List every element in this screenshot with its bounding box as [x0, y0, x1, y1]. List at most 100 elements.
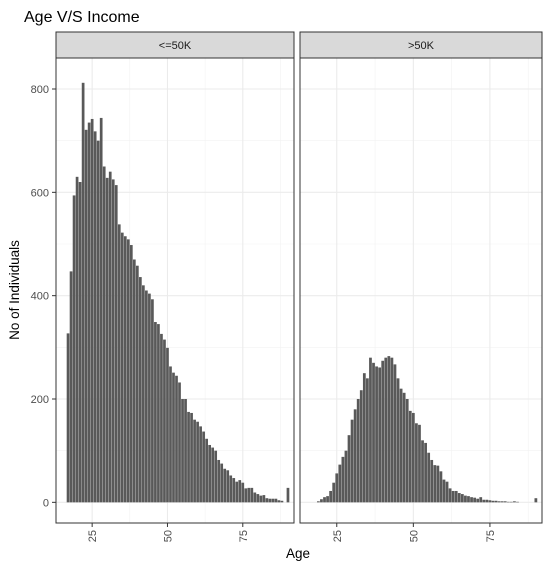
bar: [259, 495, 263, 503]
bar: [142, 285, 145, 503]
bar: [415, 423, 418, 503]
bar: [154, 322, 157, 503]
bar: [102, 166, 106, 503]
bar: [265, 498, 269, 503]
y-tick-label: 200: [31, 394, 49, 406]
bar: [205, 438, 208, 503]
y-tick-label: 600: [31, 187, 49, 199]
y-tick-label: 800: [31, 84, 49, 96]
panel-background: [300, 58, 542, 523]
bar: [178, 382, 181, 503]
bar: [166, 347, 169, 503]
bar: [436, 465, 440, 503]
bar: [163, 339, 166, 503]
bar: [359, 390, 363, 503]
strip-label: <=50K: [159, 40, 192, 52]
bar: [126, 239, 130, 503]
bar: [534, 498, 538, 503]
bar: [341, 456, 345, 503]
bar: [217, 459, 221, 503]
bar: [123, 236, 127, 503]
bar: [473, 497, 476, 503]
bar: [470, 497, 473, 503]
y-axis-title: No of Individuals: [7, 240, 22, 340]
bar: [66, 333, 70, 503]
bar: [424, 442, 427, 503]
bar: [464, 495, 467, 503]
bar: [448, 488, 452, 503]
bar: [262, 495, 266, 503]
bar: [347, 435, 351, 503]
bar: [78, 182, 82, 503]
strip-label: >50K: [408, 40, 435, 52]
bar: [405, 399, 409, 503]
bar: [479, 497, 483, 503]
bar: [117, 224, 121, 503]
bar: [366, 378, 369, 503]
bar: [193, 419, 196, 503]
bar: [99, 117, 103, 503]
x-tick-label: 75: [238, 530, 250, 542]
bar: [157, 324, 160, 503]
x-tick-label: 25: [87, 530, 99, 542]
bar: [332, 482, 336, 503]
panel-bars: [66, 82, 290, 503]
bar: [256, 494, 260, 503]
strip-background: [55, 31, 295, 59]
bar: [93, 131, 97, 503]
x-tick-label: 50: [408, 530, 420, 542]
bar: [317, 501, 320, 503]
bar: [506, 501, 510, 503]
bar: [497, 501, 501, 503]
bar: [280, 500, 284, 503]
bar: [390, 357, 394, 503]
bar: [491, 500, 495, 503]
bar: [320, 499, 323, 503]
bar: [202, 431, 205, 503]
bar: [350, 419, 354, 503]
bar: [145, 290, 148, 503]
bar: [214, 450, 218, 503]
x-tick-label: 25: [332, 530, 344, 542]
bar: [226, 470, 230, 503]
bar: [132, 259, 136, 503]
bar: [396, 378, 400, 503]
bar: [129, 245, 133, 503]
bar: [81, 82, 85, 503]
bar: [175, 375, 178, 503]
chart-title: Age V/S Income: [24, 9, 140, 26]
bar: [277, 500, 281, 503]
bar: [247, 487, 251, 503]
x-tick-label: 75: [485, 530, 497, 542]
bar: [223, 468, 227, 503]
y-axis: 0 200 400 600 800: [31, 84, 56, 509]
bar: [375, 366, 378, 503]
bar: [509, 501, 513, 503]
bar: [369, 357, 372, 503]
bar: [111, 179, 115, 503]
bar: [494, 500, 498, 503]
bar: [353, 409, 357, 503]
bar: [114, 185, 118, 503]
x-axis-ticks: 25 50 75: [332, 523, 497, 542]
bar: [250, 487, 254, 503]
bar: [399, 388, 403, 503]
bar: [120, 232, 124, 503]
bar: [235, 481, 239, 503]
bar: [244, 488, 248, 503]
bar: [476, 498, 480, 503]
bar: [338, 464, 342, 503]
panel-bars: [317, 356, 538, 503]
bar: [411, 412, 415, 503]
bar: [211, 447, 215, 503]
bar: [445, 481, 449, 503]
bar: [96, 140, 100, 503]
bar: [402, 392, 406, 503]
bar: [196, 421, 199, 503]
panel-border: [55, 57, 295, 524]
bar: [160, 333, 163, 503]
bar: [220, 463, 224, 503]
bar: [271, 498, 275, 503]
bar: [232, 478, 236, 503]
